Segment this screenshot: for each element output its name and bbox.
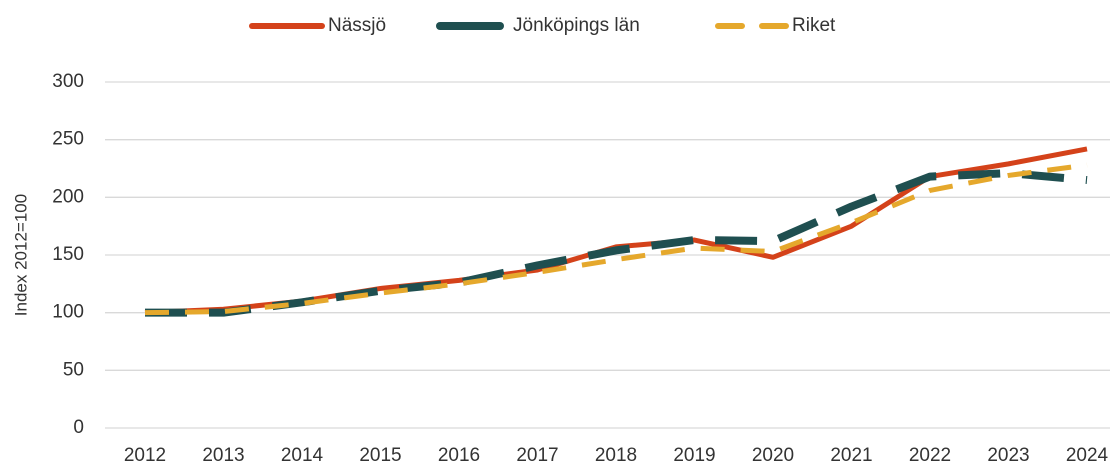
- series-line: [144, 162, 1088, 316]
- y-tick-label: 200: [52, 186, 84, 207]
- x-tick-label: 2022: [909, 445, 951, 466]
- y-tick-label: 150: [52, 244, 84, 265]
- legend-label: Riket: [792, 15, 836, 36]
- x-tick-label: 2015: [359, 445, 401, 466]
- legend-label: Nässjö: [328, 15, 386, 36]
- x-tick-label: 2019: [673, 445, 715, 466]
- x-tick-label: 2018: [595, 445, 637, 466]
- x-tick-label: 2013: [202, 445, 244, 466]
- y-tick-label: 50: [63, 359, 84, 380]
- series-line: [145, 169, 1088, 317]
- y-tick-label: 100: [52, 302, 84, 323]
- x-tick-label: 2020: [752, 445, 794, 466]
- x-tick-label: 2024: [1066, 445, 1109, 466]
- x-tick-label: 2021: [830, 445, 872, 466]
- y-tick-label: 0: [73, 417, 84, 438]
- y-axis-label: Index 2012=100: [11, 194, 30, 316]
- x-tick-label: 2016: [438, 445, 480, 466]
- y-tick-label: 300: [52, 71, 84, 92]
- x-tick-label: 2014: [281, 445, 324, 466]
- x-tick-label: 2017: [516, 445, 558, 466]
- legend-label: Jönköpings län: [513, 15, 640, 36]
- y-tick-label: 250: [52, 129, 84, 150]
- series-line: [144, 146, 1088, 316]
- x-tick-label: 2012: [124, 445, 166, 466]
- x-tick-label: 2023: [987, 445, 1029, 466]
